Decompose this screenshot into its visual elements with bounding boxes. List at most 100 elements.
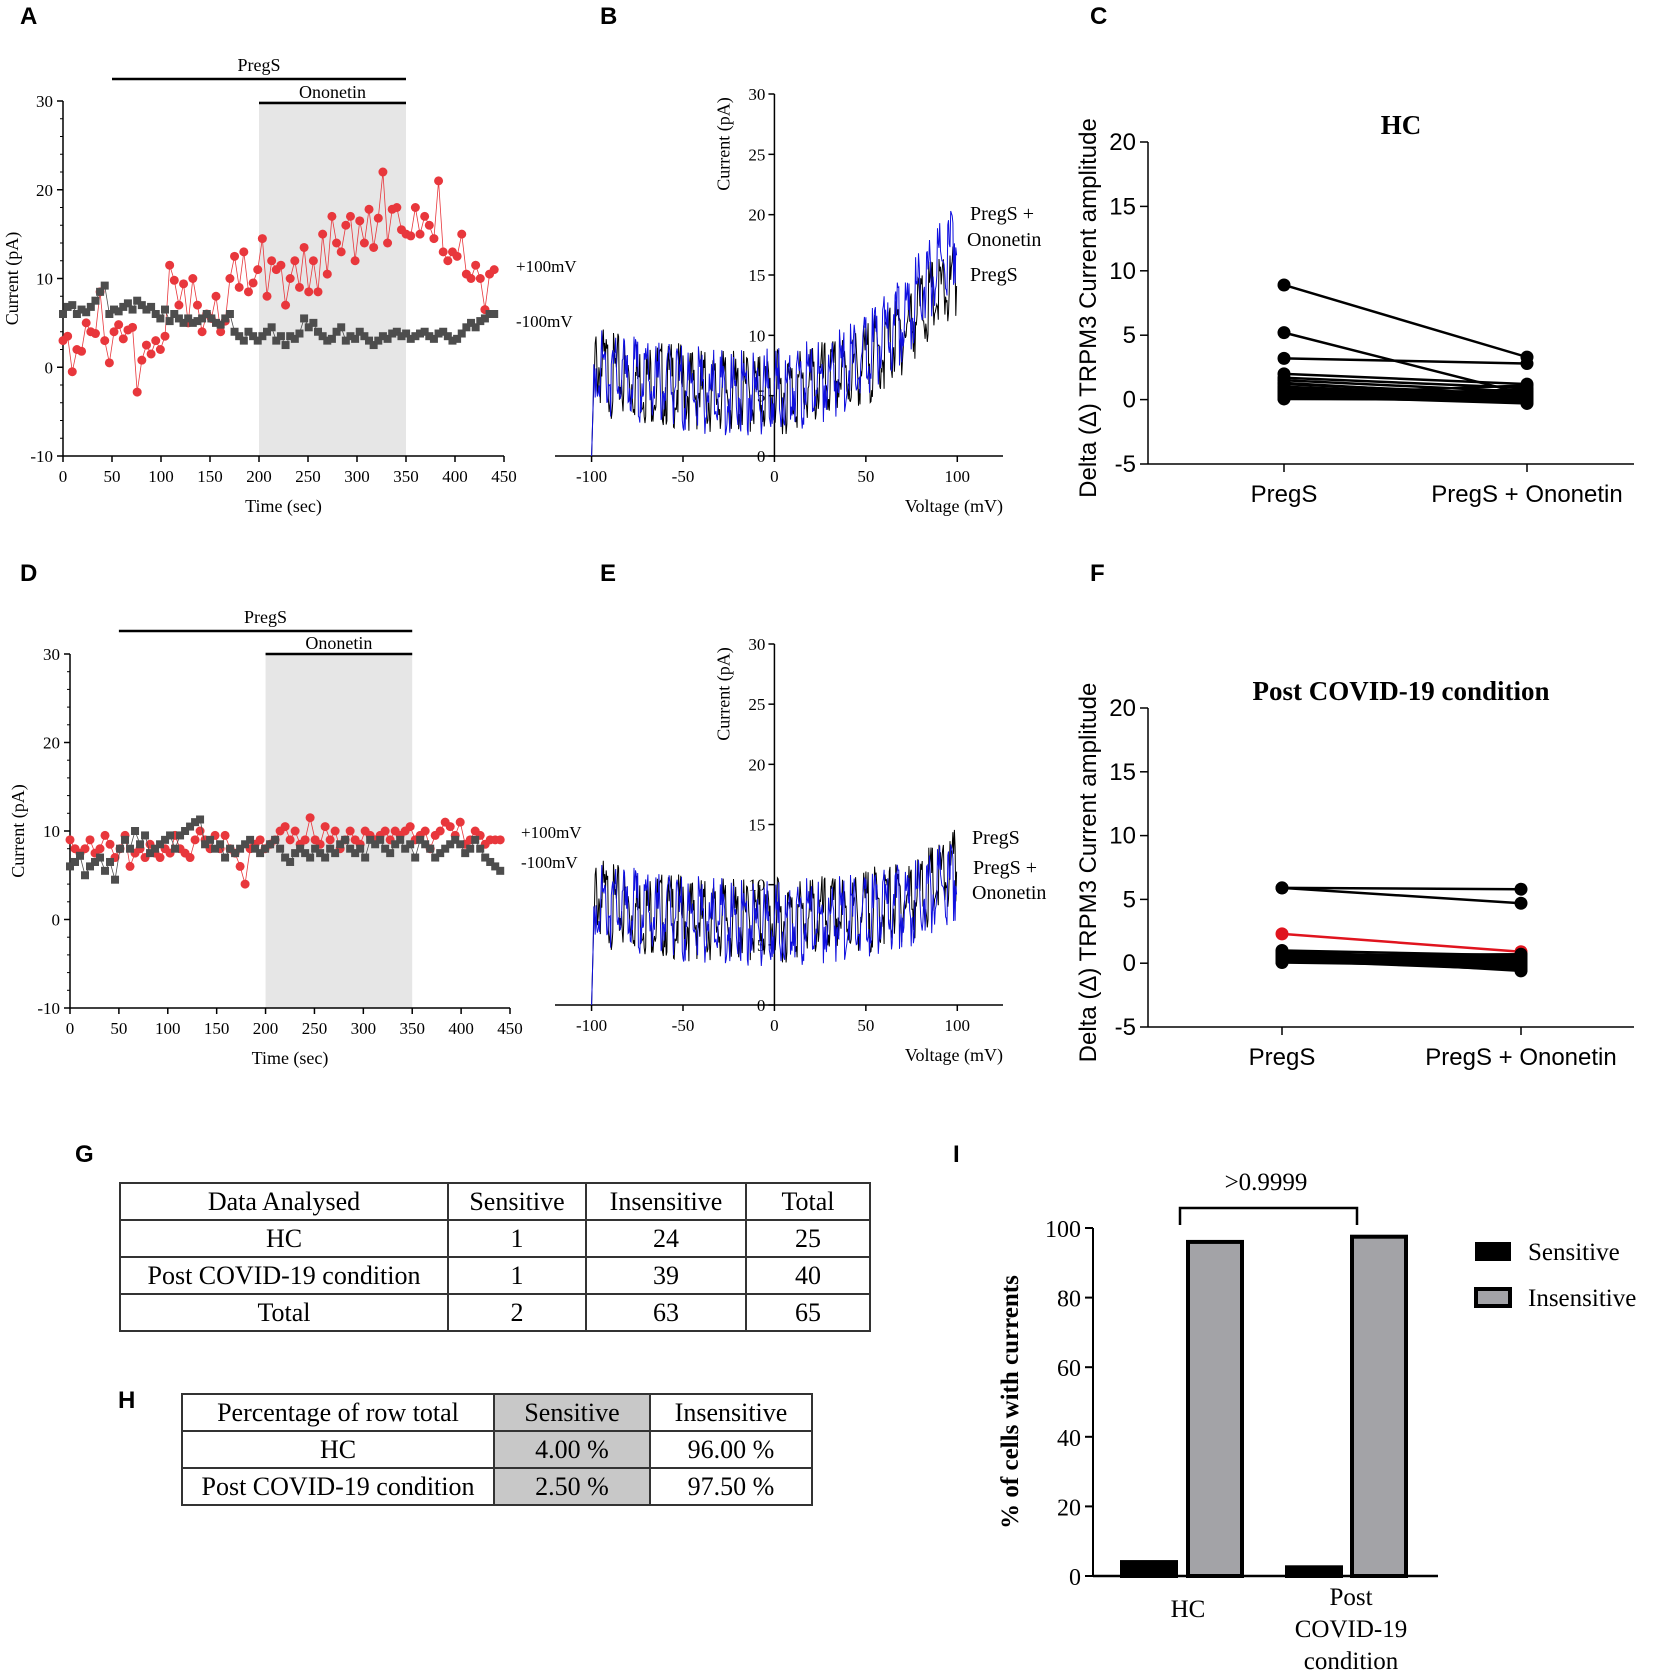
- data-point: [355, 216, 365, 226]
- data-point: [77, 346, 87, 356]
- x-tick-label: 450: [497, 1019, 523, 1038]
- table-cell: 4.00 %: [493, 1430, 651, 1469]
- table-g-header-cell: Total: [745, 1182, 871, 1221]
- data-point: [106, 857, 115, 866]
- y-tick-label: 15: [1109, 759, 1136, 786]
- y-tick-label: 20: [1109, 695, 1136, 722]
- series-label-plus100: +100mV: [521, 823, 582, 842]
- data-point: [341, 835, 350, 844]
- data-point: [295, 329, 304, 338]
- data-point: [443, 332, 452, 341]
- data-point: [156, 314, 165, 323]
- data-point: [443, 256, 453, 266]
- bar-sensitive: [1285, 1565, 1343, 1579]
- x-tick-label: 0: [59, 467, 68, 486]
- table-g-header: Data Analysed Sensitive Insensitive Tota…: [119, 1182, 871, 1221]
- data-point: [239, 247, 249, 257]
- data-point: [380, 826, 390, 836]
- data-point: [155, 345, 165, 354]
- data-point: [190, 835, 200, 845]
- pair-line: [1283, 381, 1528, 399]
- data-point: [123, 299, 132, 308]
- data-point: [263, 327, 272, 336]
- table-h-header-cell: Sensitive: [493, 1393, 651, 1432]
- panel-letter-c: C: [1090, 3, 1107, 30]
- table-row: Total 2 63 65: [119, 1293, 871, 1332]
- y-tick-label: 25: [748, 145, 765, 164]
- data-point: [424, 220, 434, 230]
- x-tick-label: 50: [104, 467, 121, 486]
- data-point: [110, 305, 119, 314]
- data-point: [466, 274, 476, 283]
- data-point: [272, 336, 281, 345]
- table-cell: 1: [447, 1256, 587, 1295]
- data-point: [109, 327, 119, 337]
- data-point: [351, 849, 360, 858]
- data-point: [90, 329, 100, 339]
- data-point: [359, 238, 369, 248]
- data-point: [212, 318, 221, 327]
- y-tick-label: 20: [1057, 1495, 1081, 1521]
- y-tick-label: 100: [1045, 1217, 1081, 1243]
- data-point: [383, 238, 393, 248]
- data-point: [386, 849, 395, 858]
- data-point: [346, 332, 355, 341]
- x-tick-label-hc: HC: [1171, 1596, 1206, 1623]
- data-point: [439, 327, 448, 336]
- data-point: [174, 314, 183, 323]
- data-point: [1520, 390, 1534, 404]
- data-point: [68, 301, 77, 310]
- data-point: [365, 336, 374, 345]
- iv-trace-pregs-ononetin: [591, 210, 958, 457]
- data-point: [296, 844, 305, 853]
- data-point: [191, 818, 200, 827]
- data-point: [241, 840, 250, 849]
- significance-bracket: [1178, 1206, 1359, 1225]
- data-point: [235, 861, 245, 871]
- data-point: [71, 857, 80, 866]
- panel-letter-a: A: [20, 3, 37, 30]
- data-point: [337, 323, 346, 332]
- y-tick-label: 30: [36, 92, 53, 111]
- data-point: [336, 247, 346, 257]
- data-point: [1275, 881, 1289, 895]
- data-point: [397, 332, 406, 341]
- data-point: [305, 813, 315, 823]
- data-point: [475, 274, 485, 283]
- data-point: [332, 327, 341, 336]
- data-point: [373, 213, 383, 223]
- y-tick-label: 20: [748, 755, 765, 774]
- data-point: [378, 332, 387, 341]
- data-point: [311, 844, 320, 853]
- data-point: [226, 844, 235, 853]
- y-tick-label: 30: [748, 85, 765, 104]
- data-point: [436, 849, 445, 858]
- data-point: [137, 301, 146, 310]
- y-tick-label: 0: [52, 911, 61, 930]
- data-point: [76, 851, 85, 860]
- data-point: [80, 844, 90, 854]
- x-axis-label: Voltage (mV): [905, 496, 1003, 517]
- data-point: [100, 281, 109, 290]
- data-point: [346, 844, 355, 853]
- y-tick-label: 60: [1057, 1356, 1081, 1382]
- data-point: [325, 835, 335, 845]
- data-point: [166, 831, 175, 840]
- y-tick-label: 15: [748, 816, 765, 835]
- x-tick-label: -100: [576, 1016, 607, 1035]
- data-point: [216, 840, 225, 849]
- data-point: [369, 341, 378, 350]
- data-point: [301, 849, 310, 858]
- ononetin-bar-label: Ononetin: [305, 633, 372, 653]
- data-point: [461, 849, 470, 858]
- y-tick-label: 10: [748, 876, 765, 895]
- y-tick-label: 0: [757, 447, 766, 466]
- data-point: [181, 827, 190, 835]
- data-point: [341, 336, 350, 345]
- data-point: [481, 853, 490, 862]
- data-point: [360, 332, 369, 341]
- data-point: [455, 817, 465, 827]
- data-point: [185, 853, 195, 863]
- data-point: [142, 305, 151, 314]
- data-point: [471, 260, 481, 270]
